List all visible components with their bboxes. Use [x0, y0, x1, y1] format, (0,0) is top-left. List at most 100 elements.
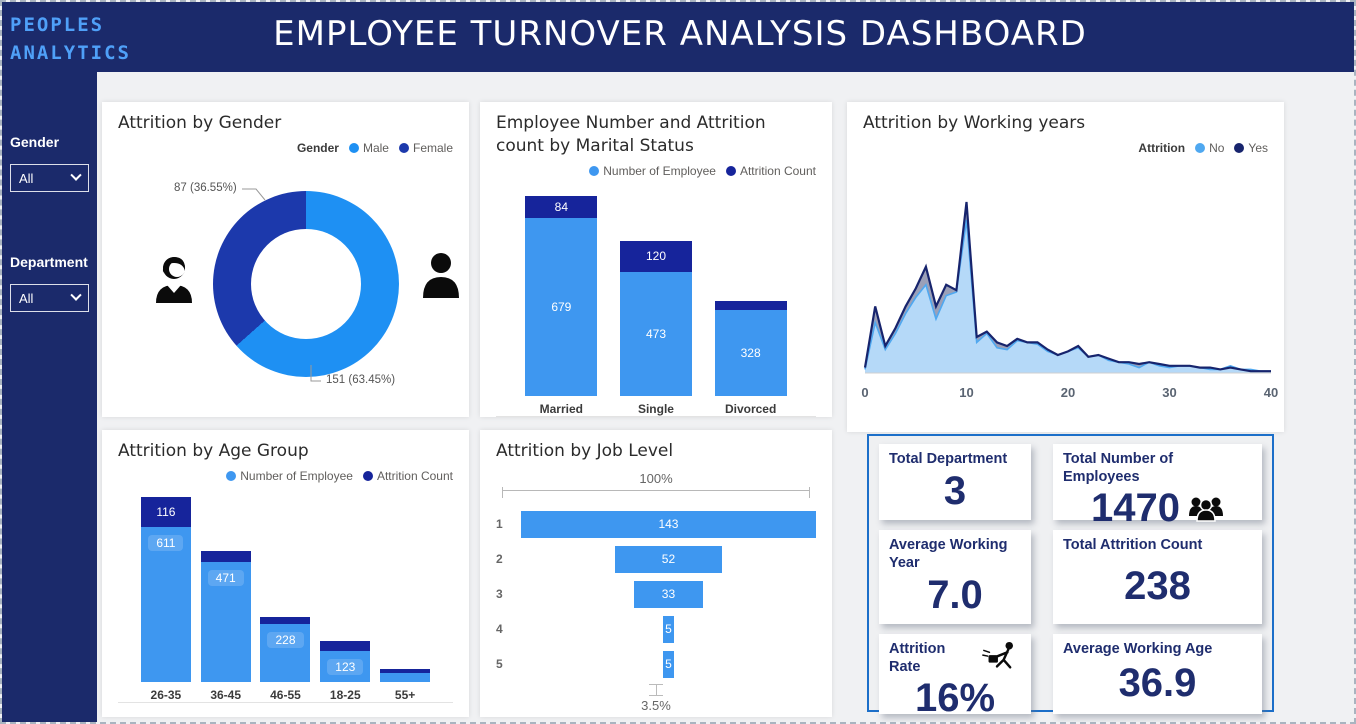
category-label-Single: Single	[637, 401, 674, 416]
funnel-level-label: 5	[496, 657, 503, 672]
funnel-bar-level-5[interactable]: 5	[663, 650, 674, 678]
legend-item-female[interactable]: Female	[398, 141, 453, 155]
bar-segment-attrition-count-Divorced[interactable]	[714, 300, 787, 310]
funnel-bar-level-3[interactable]: 33	[634, 580, 703, 608]
category-label-18-25: 18-25	[329, 687, 361, 702]
legend-item-attrition-count[interactable]: Attrition Count	[725, 164, 816, 178]
bar-column-46-55: 228 46-55	[260, 497, 311, 702]
category-label-55+: 55+	[394, 687, 416, 702]
legend: Attrition No Yes	[863, 141, 1268, 155]
chart-title: Employee Number and Attrition count by M…	[496, 113, 766, 156]
chart-card-working-years: Attrition by Working years Attrition No …	[847, 102, 1284, 432]
employee-leaving-icon	[982, 641, 1014, 669]
chart-title: Attrition by Job Level	[496, 441, 674, 461]
bar-data-label: 611	[148, 534, 184, 551]
bar-segment-attrition-count-18-25[interactable]	[320, 640, 371, 651]
bar-column-36-45: 471 36-45	[200, 497, 251, 702]
bar-segment-number-of-employee-Married[interactable]: 679	[525, 217, 598, 396]
bar-segment-attrition-count-Married[interactable]: 84	[525, 195, 598, 218]
bar-data-label: 473	[645, 326, 666, 341]
kpi-attrition-rate: Attrition Rate 16%	[879, 634, 1031, 720]
x-tick-20: 20	[1060, 384, 1076, 400]
funnel-level-label: 2	[496, 552, 503, 567]
male-series-dot	[348, 142, 359, 153]
legend: Gender Male Female	[118, 141, 453, 155]
x-tick-40: 40	[1263, 384, 1279, 400]
bar-segment-attrition-count-Single[interactable]: 120	[619, 240, 692, 272]
chart-card-age-group: Attrition by Age Group Number of Employe…	[102, 430, 469, 717]
kpi-average-working-age: Average Working Age 36.9	[1053, 634, 1262, 714]
bar-column-Single: 120 473 Single	[619, 196, 692, 416]
bar-segment-number-of-employee-Single[interactable]: 473	[619, 271, 692, 396]
bar-column-Married: 84 679 Married	[525, 195, 598, 416]
employee-series-dot	[589, 165, 600, 176]
donut-plot-area: 87 (36.55%) 151 (63.45%)	[118, 159, 459, 399]
funnel-row-2: 2 52	[496, 542, 816, 577]
page-title: EMPLOYEE TURNOVER ANALYSIS DASHBOARD	[273, 14, 1087, 54]
department-dropdown[interactable]: All	[10, 284, 89, 312]
bar-segment-attrition-count-36-45[interactable]	[200, 550, 251, 562]
bar-segment-number-of-employee-18-25[interactable]: 123	[320, 650, 371, 682]
bar-segment-attrition-count-46-55[interactable]	[260, 616, 311, 624]
chevron-down-icon	[70, 289, 82, 301]
funnel-max-label: 100%	[639, 470, 673, 486]
bar-segment-number-of-employee-26-35[interactable]: 611	[140, 526, 191, 682]
female-icon	[156, 256, 192, 303]
working-years-plot: 0 10 20 30 40	[861, 183, 1278, 403]
chevron-down-icon	[70, 169, 82, 181]
gender-dropdown[interactable]: All	[10, 164, 89, 192]
bar-segment-number-of-employee-55+[interactable]	[380, 672, 431, 682]
bar-segment-number-of-employee-Divorced[interactable]: 328	[714, 309, 787, 396]
bar-data-label: 679	[551, 299, 572, 314]
working-years-area-chart[interactable]	[863, 183, 1273, 378]
bar-segment-number-of-employee-46-55[interactable]: 228	[260, 623, 311, 682]
bar-segment-attrition-count-55+[interactable]	[380, 668, 431, 673]
chart-card-attrition-by-gender: Attrition by Gender Gender Male Female 8…	[102, 102, 469, 417]
legend-item-no[interactable]: No	[1195, 141, 1224, 155]
legend-item-number-of-employee[interactable]: Number of Employee	[226, 469, 353, 483]
bar-column-18-25: 123 18-25	[320, 497, 371, 702]
gender-donut-chart[interactable]	[213, 190, 399, 377]
category-label-Divorced: Divorced	[724, 401, 777, 416]
legend-item-number-of-employee[interactable]: Number of Employee	[589, 164, 716, 178]
chart-title: Attrition by Gender	[118, 113, 282, 133]
kpi-panel: Total Department 3 Total Number of Emplo…	[867, 434, 1274, 720]
gender-dropdown-value: All	[19, 170, 34, 186]
data-label-male: 151 (63.45%)	[326, 373, 396, 386]
funnel-row-1: 1 143	[496, 507, 816, 542]
funnel-bar-level-4[interactable]: 5	[663, 615, 674, 643]
employee-series-dot	[226, 470, 237, 481]
x-tick-10: 10	[959, 384, 974, 400]
filter-label-gender: Gender	[10, 134, 60, 150]
legend-item-yes[interactable]: Yes	[1234, 141, 1268, 155]
category-label-Married: Married	[539, 401, 583, 416]
kpi-total-employees: Total Number of Employees 1470	[1053, 444, 1262, 530]
marital-status-plot: 84 679 Married 120 473 Single 328 Divorced	[496, 195, 816, 417]
department-dropdown-value: All	[19, 290, 34, 306]
bar-data-label: 228	[267, 631, 304, 648]
kpi-average-working-year: Average Working Year 7.0	[879, 530, 1031, 624]
brand-line1: PEOPLES	[10, 14, 105, 36]
category-label-36-45: 36-45	[210, 687, 242, 702]
category-label-26-35: 26-35	[150, 687, 182, 702]
funnel-level-label: 3	[496, 587, 503, 602]
bar-segment-attrition-count-26-35[interactable]: 116	[140, 496, 191, 527]
legend-item-attrition-count[interactable]: Attrition Count	[362, 469, 453, 483]
x-tick-0: 0	[861, 384, 869, 400]
age-group-plot: 116 611 26-35 471 36-45 228 46-55 123 18-25 55+	[118, 496, 453, 703]
legend: Number of Employee Attrition Count	[496, 164, 816, 178]
kpi-total-department: Total Department 3	[879, 444, 1031, 520]
chart-card-marital-status: Employee Number and Attrition count by M…	[480, 102, 832, 417]
funnel-bar-level-1[interactable]: 143	[520, 510, 816, 538]
bar-column-Divorced: 328 Divorced	[714, 196, 787, 416]
funnel-min-label: 3.5%	[641, 697, 671, 713]
bar-data-label: 123	[327, 658, 364, 675]
chart-card-job-level: Attrition by Job Level 100% 1 143 2 52 3 33 4 5…	[480, 430, 832, 717]
bar-data-label: 471	[207, 569, 244, 586]
legend: Number of Employee Attrition Count	[118, 469, 453, 483]
bar-segment-number-of-employee-36-45[interactable]: 471	[200, 561, 251, 682]
category-label-46-55: 46-55	[270, 687, 301, 702]
funnel-bar-level-2[interactable]: 52	[614, 545, 723, 573]
legend-item-male[interactable]: Male	[348, 141, 389, 155]
